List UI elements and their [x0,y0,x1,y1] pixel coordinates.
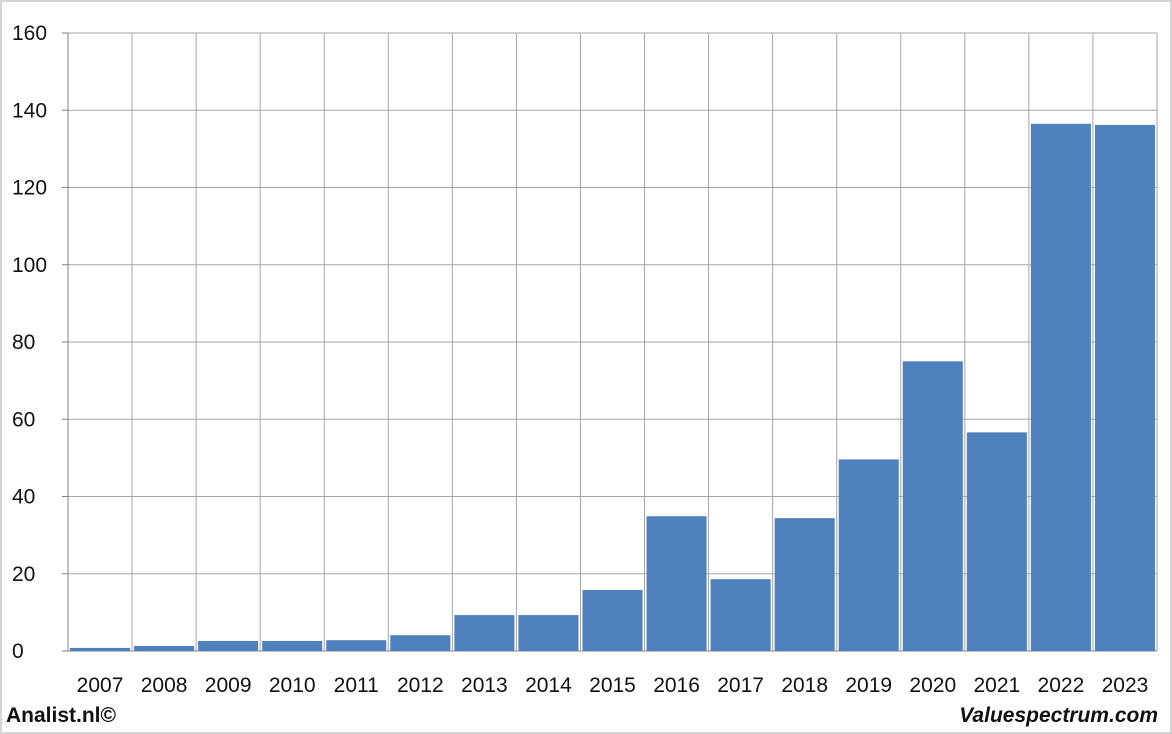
x-tick-label: 2023 [1102,674,1149,697]
bar-2012 [390,635,451,651]
bar-2021 [966,432,1027,651]
y-tick-label: 0 [12,640,24,663]
bar-2022 [1030,123,1091,652]
bar-2014 [518,615,579,651]
y-tick-label: 20 [12,563,35,586]
x-tick-label: 2020 [909,674,956,697]
x-tick-label: 2014 [525,674,572,697]
x-tick-label: 2012 [397,674,444,697]
bar-2020 [902,361,963,651]
x-tick-label: 2021 [973,674,1020,697]
bar-2017 [710,579,771,651]
bar-2013 [454,615,515,651]
y-tick-label: 100 [12,254,47,277]
x-tick-label: 2007 [77,674,124,697]
bar-2007 [70,647,131,651]
bar-2019 [838,459,899,651]
bar-2009 [198,640,259,651]
y-tick-label: 80 [12,331,35,354]
bar-2018 [774,518,835,651]
x-tick-label: 2013 [461,674,508,697]
x-tick-label: 2016 [653,674,700,697]
y-tick-label: 140 [12,99,47,122]
bar-2023 [1094,124,1155,652]
y-tick-label: 120 [12,177,47,200]
x-tick-label: 2017 [717,674,764,697]
x-tick-label: 2008 [141,674,188,697]
bar-2008 [134,645,195,651]
y-tick-label: 160 [12,22,47,45]
x-tick-label: 2009 [205,674,252,697]
bar-2010 [262,640,323,651]
y-tick-label: 60 [12,408,35,431]
footer-credit-right: Valuespectrum.com [959,704,1158,727]
bar-2015 [582,589,643,651]
y-tick-label: 40 [12,486,35,509]
x-tick-label: 2010 [269,674,316,697]
x-tick-label: 2019 [845,674,892,697]
footer-credit-left: Analist.nl© [6,704,116,727]
x-tick-label: 2018 [781,674,828,697]
x-tick-label: 2011 [334,674,379,697]
x-tick-label: 2015 [589,674,636,697]
bar-2016 [646,516,707,651]
x-tick-label: 2022 [1038,674,1085,697]
bar-2011 [326,640,387,651]
